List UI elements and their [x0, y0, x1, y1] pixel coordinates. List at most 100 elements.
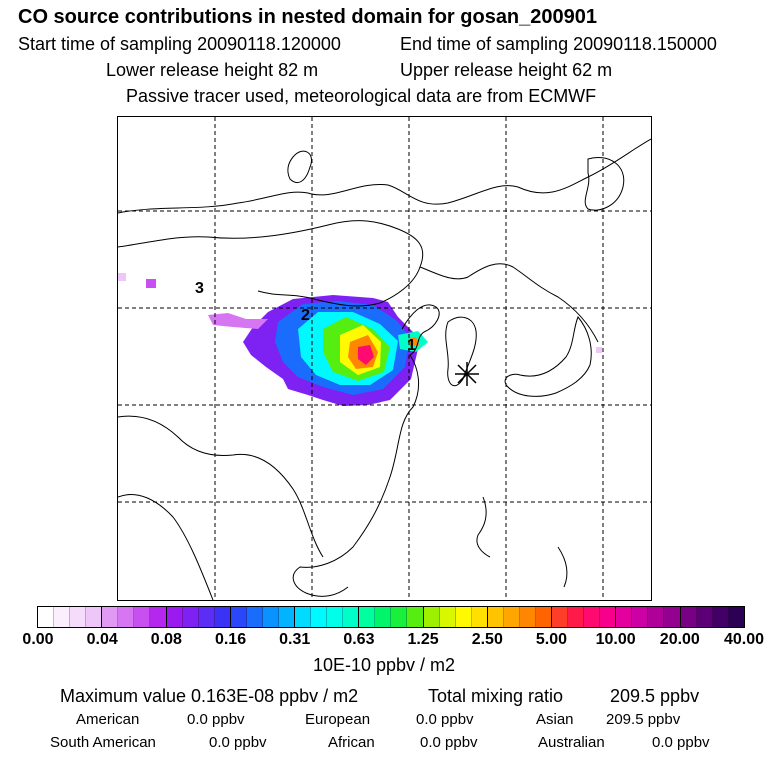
colorbar-swatch	[70, 607, 87, 627]
colorbar-swatch	[150, 607, 167, 627]
colorbar-swatch	[503, 607, 520, 627]
colorbar-swatch	[696, 607, 713, 627]
colorbar-tick-label: 0.16	[214, 631, 247, 648]
colorbar-swatch	[423, 607, 440, 627]
border-mongolia	[118, 220, 424, 307]
colorbar-swatch	[182, 607, 199, 627]
map-canvas: 1 2 3	[118, 117, 651, 600]
colorbar-swatch	[359, 607, 376, 627]
colorbar-tick-label: 5.00	[535, 631, 568, 648]
coast-philippines	[557, 546, 568, 588]
colorbar-swatch	[391, 607, 408, 627]
colorbar-swatch	[102, 607, 119, 627]
map-panel: 1 2 3	[117, 116, 652, 601]
colorbar-tick-label: 0.63	[343, 631, 375, 648]
colorbar-swatch	[728, 607, 744, 627]
colorbar-tick-label: 2.50	[471, 631, 503, 648]
colorbar-swatch	[471, 607, 488, 627]
coastlines	[118, 138, 651, 600]
colorbar-swatch	[584, 607, 601, 627]
plume-coast-hot	[408, 337, 419, 346]
plume-speck-east	[596, 347, 602, 353]
colorbar-swatch	[246, 607, 263, 627]
colorbar-swatch	[166, 607, 183, 627]
region-value: 0.0 ppbv	[187, 711, 245, 728]
colorbar-swatch	[439, 607, 456, 627]
colorbar-swatch	[278, 607, 295, 627]
region-name: Asian	[536, 711, 574, 728]
region-value: 0.0 ppbv	[652, 734, 710, 751]
coast-taiwan	[476, 496, 491, 558]
plume-max	[358, 345, 374, 365]
colorbar	[37, 606, 745, 628]
plume-field	[118, 273, 602, 406]
colorbar-swatch	[519, 607, 536, 627]
region-name: American	[76, 711, 140, 728]
colorbar-swatch	[327, 607, 344, 627]
colorbar-swatch	[134, 607, 151, 627]
colorbar-swatch	[262, 607, 279, 627]
source-rank-2: 2	[301, 307, 310, 324]
colorbar-ticks: 0.00 0.04 0.08 0.16 0.31 0.63 1.25 2.50 5.00 10.0…	[0, 631, 768, 653]
colorbar-swatch	[455, 607, 472, 627]
colorbar-tick-label: 10.00	[595, 631, 636, 648]
colorbar-tick-label: 20.00	[659, 631, 700, 648]
end-time-label: End time of sampling 20090118.150000	[400, 34, 717, 54]
colorbar-swatch	[214, 607, 231, 627]
colorbar-swatch	[568, 607, 585, 627]
lake-baikal	[287, 150, 312, 183]
colorbar-unit: 10E-10 ppbv / m2	[312, 655, 456, 675]
region-value: 0.0 ppbv	[420, 734, 478, 751]
colorbar-swatch	[407, 607, 424, 627]
max-value-label: Maximum value 0.163E-08 ppbv / m2	[60, 686, 359, 706]
colorbar-swatch	[38, 607, 55, 627]
source-rank-1: 1	[407, 337, 416, 354]
colorbar-swatch	[680, 607, 697, 627]
colorbar-swatch	[712, 607, 729, 627]
region-name: European	[305, 711, 371, 728]
lower-release-label: Lower release height 82 m	[106, 60, 319, 80]
colorbar-swatch	[343, 607, 360, 627]
border-south	[118, 415, 324, 558]
coast-sakhalin	[584, 157, 625, 211]
border-northeast	[419, 263, 599, 343]
colorbar-swatch	[535, 607, 552, 627]
figure-title: CO source contributions in nested domain…	[18, 6, 598, 28]
tracer-note: Passive tracer used, meteorological data…	[126, 86, 597, 106]
colorbar-tick-label: 0.31	[279, 631, 311, 648]
region-name: Australian	[538, 734, 605, 751]
plume-speck-edge	[118, 273, 126, 281]
upper-release-label: Upper release height 62 m	[400, 60, 613, 80]
colorbar-swatch	[600, 607, 617, 627]
region-value: 0.0 ppbv	[209, 734, 267, 751]
colorbar-swatch	[54, 607, 71, 627]
plume-faint-west	[208, 313, 268, 329]
colorbar-swatch	[648, 607, 665, 627]
colorbar-tick-label: 0.04	[86, 631, 118, 648]
colorbar-tick-label: 0.00	[22, 631, 54, 648]
station-marker-icon	[455, 362, 479, 386]
plume-speck-west	[146, 279, 156, 288]
total-mixing-value: 209.5 ppbv	[610, 686, 700, 706]
start-time-label: Start time of sampling 20090118.120000	[18, 34, 341, 54]
colorbar-swatch	[230, 607, 247, 627]
colorbar-swatch	[632, 607, 649, 627]
coast-japan	[504, 316, 592, 397]
colorbar-swatch	[552, 607, 569, 627]
border-southwest	[118, 493, 214, 600]
coast-east-china	[292, 304, 440, 597]
colorbar-swatch	[86, 607, 103, 627]
colorbar-swatch	[375, 607, 392, 627]
colorbar-swatch	[664, 607, 681, 627]
colorbar-swatch	[295, 607, 312, 627]
colorbar-tick-label: 40.00	[723, 631, 765, 648]
colorbar-swatch	[311, 607, 328, 627]
border-north	[118, 138, 651, 214]
colorbar-tick-label: 0.08	[150, 631, 182, 648]
colorbar-swatch	[198, 607, 215, 627]
region-name: African	[328, 734, 375, 751]
colorbar-swatch	[616, 607, 633, 627]
colorbar-swatch	[487, 607, 504, 627]
source-rank-3: 3	[195, 280, 204, 297]
region-value: 0.0 ppbv	[416, 711, 474, 728]
